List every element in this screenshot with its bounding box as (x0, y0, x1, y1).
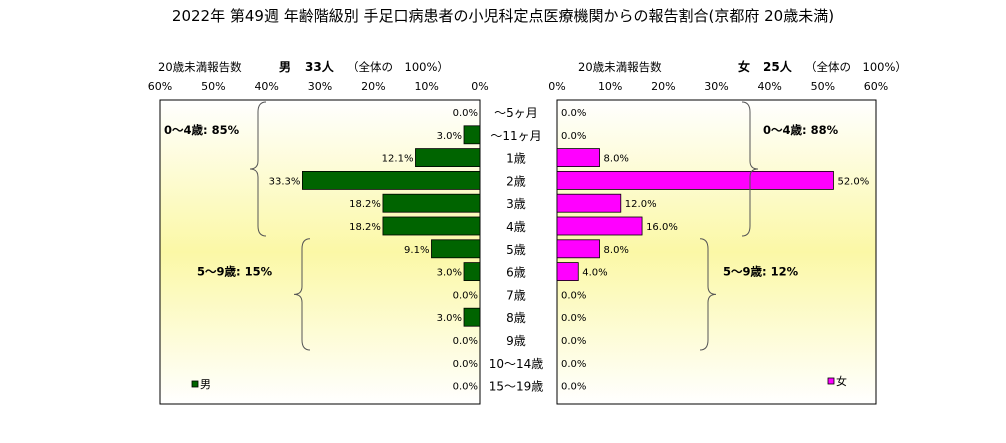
category-label: 15～19歳 (489, 380, 544, 394)
male-header-sex: 男 (279, 60, 291, 74)
female-bar (556, 239, 600, 259)
male-group-label-0-4: 0～4歳: 85% (164, 123, 240, 137)
male-data-label: 18.2% (349, 199, 381, 210)
male-bar (463, 307, 481, 327)
male-bar (301, 170, 481, 190)
male-bar (463, 262, 481, 282)
male-group-brace-0-4 (249, 101, 267, 237)
female-bar (556, 148, 600, 168)
female-data-label: 0.0% (561, 313, 586, 324)
male-header-total: （全体の 100%） (347, 60, 449, 74)
female-header-total: （全体の 100%） (805, 60, 907, 74)
female-header-label: 20歳未満報告数 (578, 60, 662, 74)
male-data-label: 3.0% (437, 268, 462, 279)
male-group-label-5-9: 5～9歳: 15% (197, 265, 273, 279)
legend-male-swatch (191, 380, 199, 388)
male-x-tick-label: 60% (148, 80, 172, 93)
chart-title: 2022年 第49週 年齢階級別 手足口病患者の小児科定点医療機関からの報告割合… (172, 7, 834, 25)
female-data-label: 8.0% (604, 154, 629, 165)
female-x-tick-label: 20% (651, 80, 675, 93)
male-x-tick-label: 0% (471, 80, 488, 93)
category-label: 2歳 (506, 174, 526, 188)
male-data-label: 0.0% (453, 336, 478, 347)
male-data-label: 0.0% (453, 382, 478, 393)
male-data-label: 0.0% (453, 359, 478, 370)
female-x-tick-label: 30% (704, 80, 728, 93)
male-data-label: 9.1% (404, 245, 429, 256)
male-bar (431, 239, 481, 259)
category-label: 7歳 (506, 288, 526, 302)
female-group-label-0-4: 0～4歳: 88% (763, 123, 839, 137)
female-group-label-5-9: 5～9歳: 12% (723, 265, 799, 279)
female-x-tick-label: 50% (811, 80, 835, 93)
female-data-label: 0.0% (561, 108, 586, 119)
male-x-tick-label: 50% (201, 80, 225, 93)
legend-male-label: 男 (200, 378, 211, 391)
female-header-sex: 女 (738, 59, 750, 74)
male-data-label: 18.2% (349, 222, 381, 233)
female-data-label: 16.0% (646, 222, 678, 233)
female-bar (556, 216, 643, 236)
female-x-tick-label: 10% (598, 80, 622, 93)
female-data-label: 8.0% (604, 245, 629, 256)
male-data-label: 33.3% (269, 176, 301, 187)
female-bar (556, 193, 622, 213)
male-bar (415, 148, 481, 168)
female-data-label: 0.0% (561, 336, 586, 347)
male-x-tick-label: 20% (361, 80, 385, 93)
female-data-label: 4.0% (582, 268, 607, 279)
category-label: 10～14歳 (489, 357, 544, 371)
category-label: 3歳 (506, 197, 526, 211)
female-header-count: 25人 (763, 59, 793, 74)
legend-female-swatch (827, 377, 835, 385)
male-data-label: 0.0% (453, 108, 478, 119)
female-data-label: 0.0% (561, 131, 586, 142)
female-plot-area (556, 99, 877, 405)
male-x-tick-label: 10% (414, 80, 438, 93)
male-data-label: 12.1% (382, 154, 414, 165)
female-x-tick-label: 40% (757, 80, 781, 93)
female-bar (556, 170, 834, 190)
male-bar (382, 193, 481, 213)
category-label: 6歳 (506, 266, 526, 280)
category-label: 4歳 (506, 220, 526, 234)
female-group-brace-0-4 (741, 101, 759, 237)
male-bar (463, 125, 481, 145)
male-header-count: 33人 (305, 59, 335, 74)
female-data-label: 12.0% (625, 199, 657, 210)
category-label: 8歳 (506, 311, 526, 325)
male-data-label: 3.0% (437, 313, 462, 324)
female-data-label: 0.0% (561, 382, 586, 393)
male-header-label: 20歳未満報告数 (158, 60, 242, 74)
male-bar (382, 216, 481, 236)
female-x-tick-label: 60% (864, 80, 888, 93)
category-label: 9歳 (506, 334, 526, 348)
female-group-brace-5-9 (699, 238, 717, 351)
female-data-label: 0.0% (561, 359, 586, 370)
female-data-label: 52.0% (837, 176, 869, 187)
male-x-tick-label: 30% (308, 80, 332, 93)
category-label: 5歳 (506, 243, 526, 257)
male-data-label: 0.0% (453, 290, 478, 301)
female-x-tick-label: 0% (548, 80, 565, 93)
male-group-brace-5-9 (293, 238, 311, 351)
legend-female-label: 女 (836, 374, 847, 388)
male-data-label: 3.0% (437, 131, 462, 142)
female-bar (556, 262, 579, 282)
female-data-label: 0.0% (561, 290, 586, 301)
category-label: 1歳 (506, 152, 526, 166)
category-label: ～5ヶ月 (494, 106, 538, 120)
category-label: ～11ヶ月 (490, 129, 541, 143)
male-x-tick-label: 40% (254, 80, 278, 93)
